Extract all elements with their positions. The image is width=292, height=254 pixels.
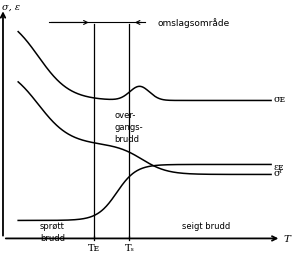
Text: Tₛ: Tₛ: [124, 244, 134, 252]
Text: σᴇ: σᴇ: [274, 94, 286, 104]
Text: sprøtt
brudd: sprøtt brudd: [40, 221, 65, 242]
Text: T: T: [284, 234, 291, 243]
Text: σ, ε: σ, ε: [2, 3, 20, 11]
Text: σᶠ: σᶠ: [274, 168, 282, 177]
Text: omslagsområde: omslagsområde: [157, 19, 230, 28]
Text: over-
gangs-
brudd: over- gangs- brudd: [114, 111, 143, 144]
Text: εᴇ: εᴇ: [274, 162, 284, 171]
Text: Tᴇ: Tᴇ: [88, 244, 100, 252]
Text: seigt brudd: seigt brudd: [182, 221, 231, 231]
